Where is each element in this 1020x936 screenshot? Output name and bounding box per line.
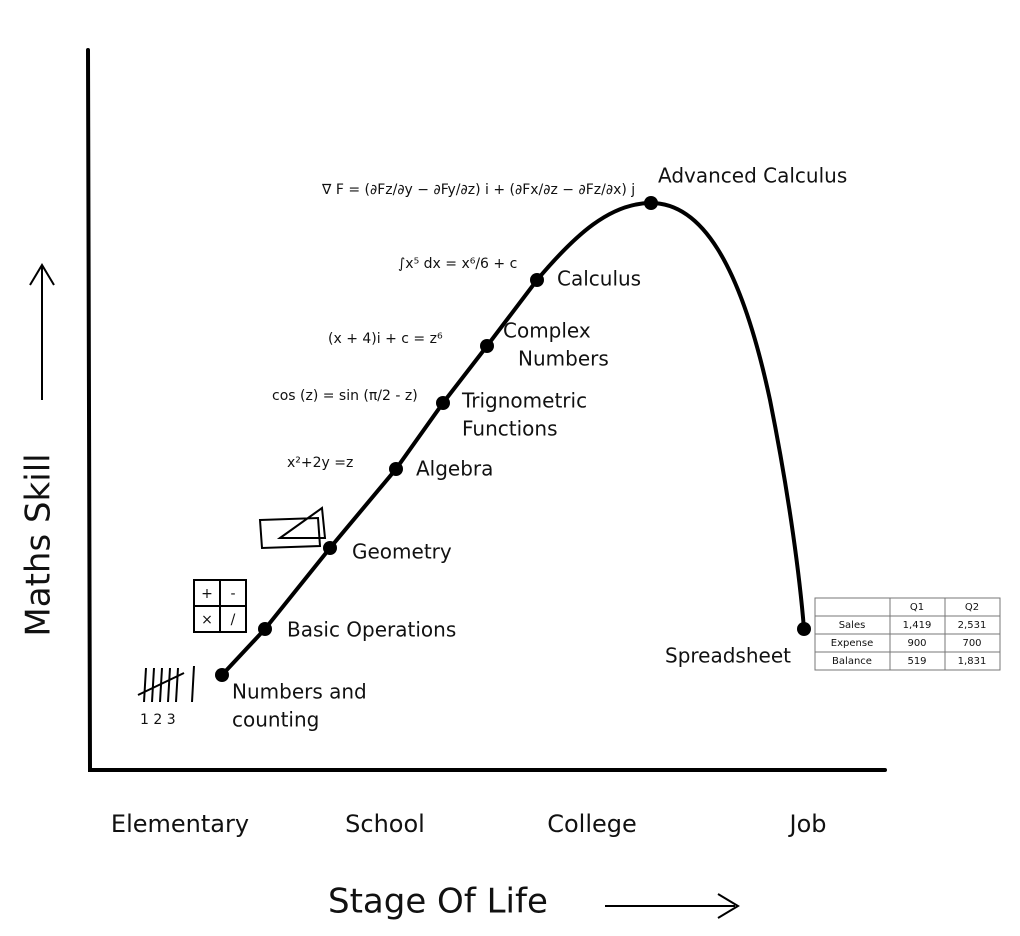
dot (323, 541, 337, 555)
milestone-label: Functions (462, 417, 558, 441)
formula: (x + 4)i + c = z⁶ (328, 331, 443, 347)
dot (436, 396, 450, 410)
skill-curve (220, 200, 806, 677)
table-cell: 900 (907, 638, 926, 649)
table-header: Q2 (965, 602, 979, 613)
milestone-dots (215, 196, 811, 682)
milestone-label: Basic Operations (287, 618, 456, 642)
dot (644, 196, 658, 210)
ops-box (193, 579, 247, 633)
milestone-label: Calculus (557, 267, 641, 291)
table-cell: 519 (907, 656, 926, 667)
milestone-label: counting (232, 708, 319, 732)
op: / (231, 612, 236, 628)
op: × (201, 612, 213, 628)
table-cell: 700 (962, 638, 981, 649)
stage-label: College (547, 810, 637, 838)
stage-label: Elementary (111, 810, 249, 838)
axis-lines (86, 48, 887, 772)
x-arrow (605, 893, 740, 919)
dot (215, 668, 229, 682)
op: + (201, 586, 213, 602)
geometry-sketch (258, 506, 327, 550)
y-arrow (29, 263, 55, 400)
table-cell: 2,531 (958, 620, 987, 631)
tally (137, 665, 195, 703)
axes (86, 48, 887, 772)
x-axis-title: Stage Of Life (328, 882, 548, 922)
formula: x²+2y =z (287, 455, 353, 471)
formula: ∇ F = (∂Fz/∂y − ∂Fy/∂z) i + (∂Fx/∂z − ∂F… (321, 182, 635, 198)
dot (797, 622, 811, 636)
y-axis-title: Maths Skill (19, 453, 59, 636)
dot (258, 622, 272, 636)
milestone-label: Numbers (518, 347, 609, 371)
spreadsheet-grid (814, 597, 1001, 671)
tally-caption: 1 2 3 (140, 712, 176, 728)
table-cell: 1,419 (903, 620, 932, 631)
milestone-label: Advanced Calculus (658, 164, 847, 188)
milestone-label: Geometry (352, 540, 452, 564)
table-row-label: Sales (839, 620, 866, 631)
dot (530, 273, 544, 287)
milestone-label: Complex (503, 319, 591, 343)
op: - (230, 586, 235, 602)
table-cell: 1,831 (958, 656, 987, 667)
milestone-label: Algebra (416, 457, 493, 481)
stage-label: School (345, 810, 425, 838)
table-header: Q1 (910, 602, 924, 613)
formula: ∫x⁵ dx = x⁶/6 + c (398, 256, 517, 272)
table-row-label: Balance (832, 656, 872, 667)
dot (480, 339, 494, 353)
formula: cos (z) = sin (π/2 - z) (272, 388, 418, 404)
table-row-label: Expense (831, 638, 873, 649)
milestone-label: Numbers and (232, 680, 367, 704)
milestone-label: Spreadsheet (665, 644, 791, 668)
milestone-label: Trignometric (461, 389, 587, 413)
stage-label: Job (788, 810, 827, 838)
dot (389, 462, 403, 476)
